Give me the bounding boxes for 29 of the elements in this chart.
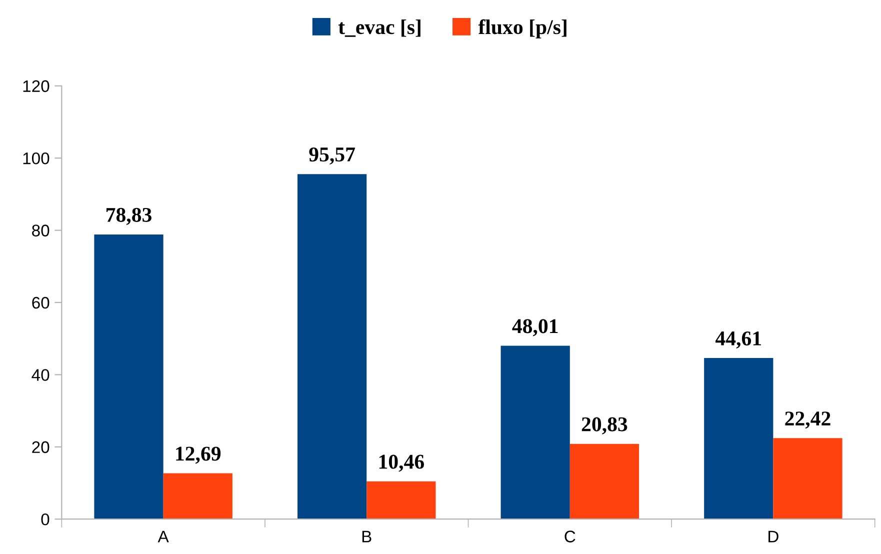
data-label: 12,69 <box>176 446 221 464</box>
bar <box>297 174 367 520</box>
y-tick-label: 20 <box>32 441 50 454</box>
y-tick-label: 0 <box>41 514 50 526</box>
x-tick-label: C <box>564 530 576 542</box>
bar <box>773 438 842 520</box>
bar <box>94 234 164 520</box>
bar <box>366 481 436 520</box>
data-label: 48,01 <box>512 319 558 336</box>
x-tick-label: D <box>768 530 778 542</box>
bar <box>163 473 232 520</box>
data-label: 20,83 <box>582 417 628 434</box>
data-label: 10,46 <box>379 454 424 472</box>
legend-label: t_evac [s] <box>338 20 420 37</box>
y-tick-label: 100 <box>23 152 50 164</box>
data-label: 44,61 <box>715 331 761 348</box>
bar <box>500 346 570 520</box>
legend-label: fluxo [p/s] <box>478 19 566 38</box>
data-label: 78,83 <box>106 208 152 225</box>
x-tick-label: B <box>362 530 372 542</box>
x-tick-label: A <box>158 530 169 542</box>
data-label: 95,57 <box>309 148 355 165</box>
bar <box>704 358 774 520</box>
y-tick-label: 60 <box>32 296 50 309</box>
data-label: 22,42 <box>785 412 830 429</box>
y-tick-label: 80 <box>32 224 50 236</box>
y-tick-label: 40 <box>32 369 50 381</box>
bar <box>570 444 640 520</box>
y-tick-label: 120 <box>23 80 50 92</box>
